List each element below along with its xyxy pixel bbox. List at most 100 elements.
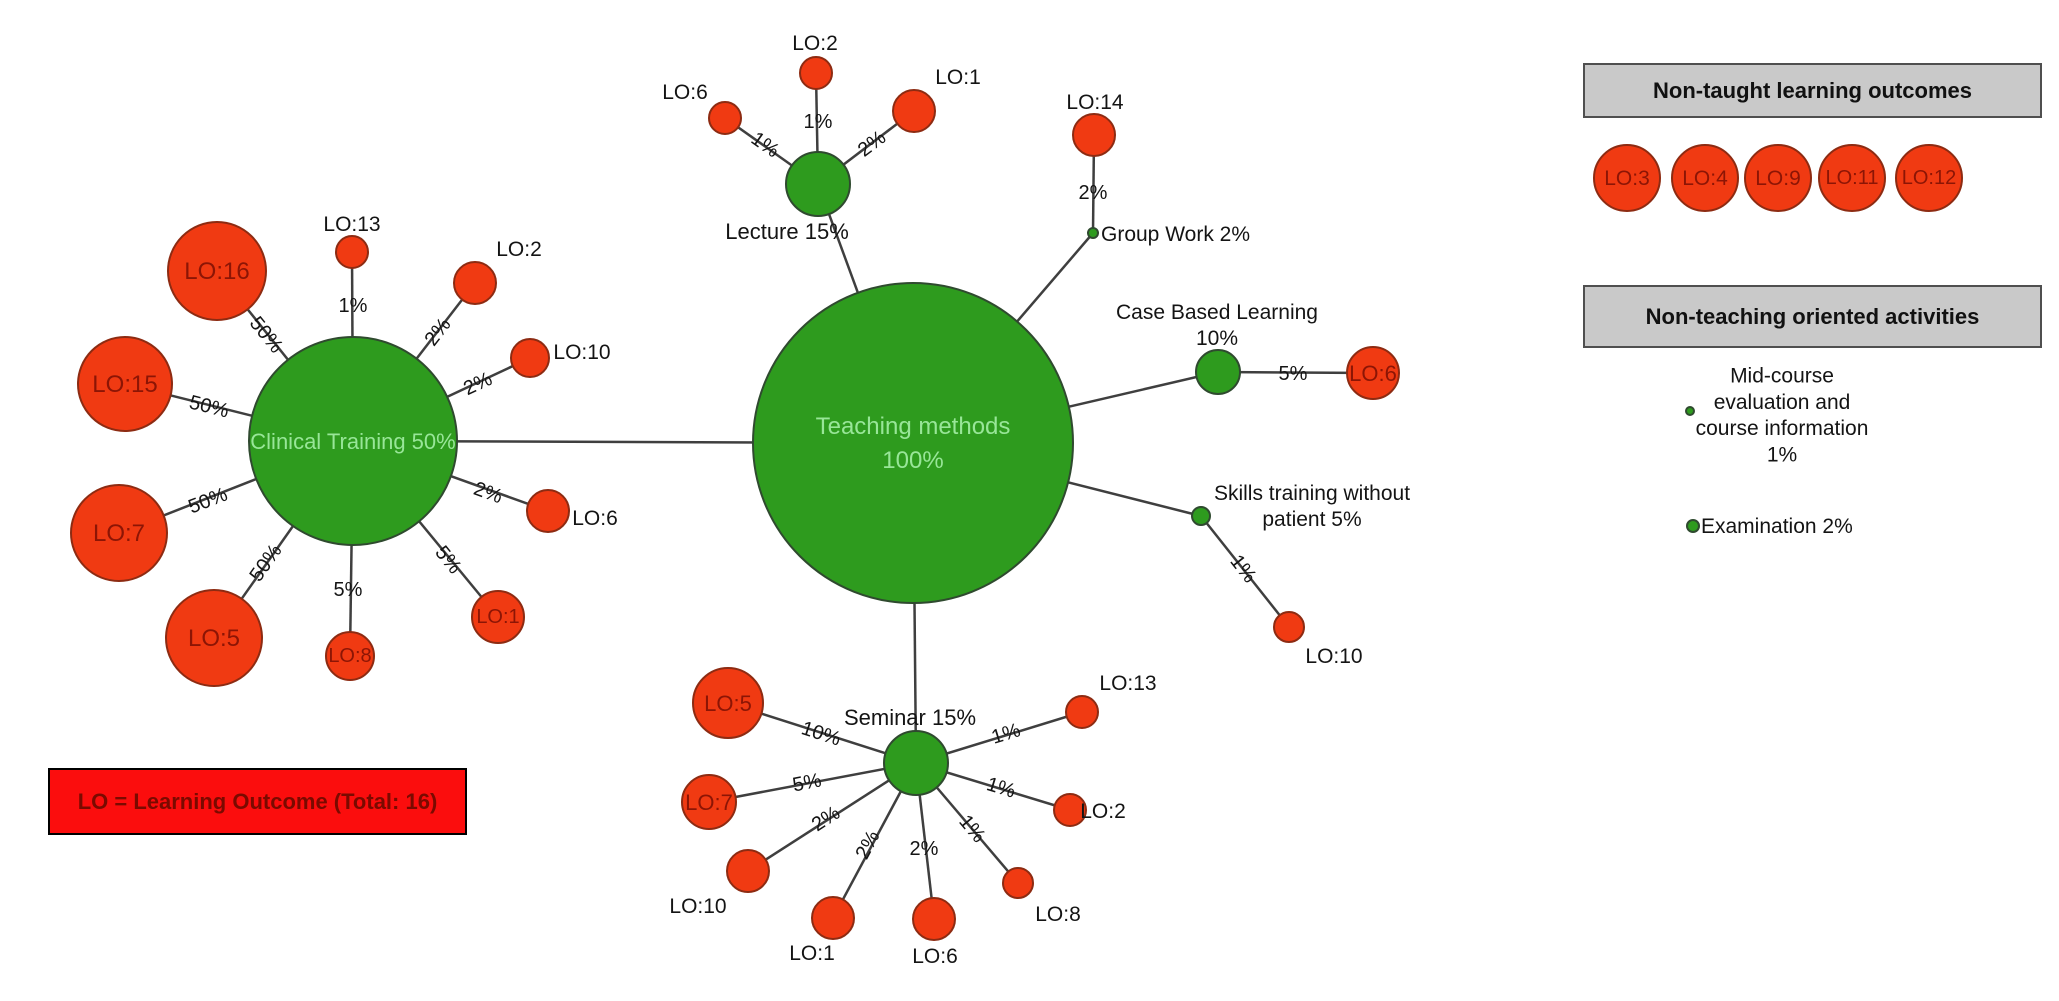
node-midcourse-label: Mid-course evaluation and course informati… bbox=[1696, 364, 1869, 466]
node-lecture-circle bbox=[785, 151, 851, 217]
non-taught-outcomes-header: Non-taught learning outcomes bbox=[1583, 63, 2042, 118]
node-midcourse-circle bbox=[1685, 406, 1695, 416]
edge-seminar-sem_lo10 bbox=[747, 761, 917, 873]
node-nt_lo3-label: LO:3 bbox=[1604, 167, 1650, 190]
node-cl_lo6-label: LO:6 bbox=[572, 507, 618, 530]
node-cl_lo8-label: LO:8 bbox=[328, 645, 371, 667]
edge-label-clinical-cl_lo15: 50% bbox=[187, 391, 231, 422]
node-cbl-circle bbox=[1195, 349, 1241, 395]
edge-label-seminar-sem_lo13: 1% bbox=[989, 719, 1023, 749]
node-clinical-label: Clinical Training 50% bbox=[250, 429, 455, 454]
node-teaching-circle bbox=[752, 282, 1074, 604]
node-cl_lo5-circle bbox=[165, 589, 263, 687]
node-sem_lo1-circle bbox=[811, 896, 855, 940]
edge-label-lecture-lec_lo2: 1% bbox=[804, 111, 833, 133]
node-sem_lo7-circle bbox=[681, 774, 737, 830]
node-exam-circle bbox=[1686, 519, 1700, 533]
node-lec_lo1-label: LO:1 bbox=[935, 66, 981, 89]
node-clinical-circle bbox=[248, 336, 458, 546]
node-sem_lo6-circle bbox=[912, 897, 956, 941]
lo-abbreviation-legend-text: LO = Learning Outcome (Total: 16) bbox=[77, 788, 438, 814]
node-cl_lo13-label: LO:13 bbox=[323, 213, 380, 236]
node-lec_lo6-label: LO:6 bbox=[662, 81, 708, 104]
lo-abbreviation-legend: LO = Learning Outcome (Total: 16) bbox=[48, 768, 467, 835]
node-skills-label: Skills training without patient 5% bbox=[1214, 481, 1410, 530]
node-cl_lo10-label: LO:10 bbox=[553, 341, 610, 364]
node-cl_lo5-label: LO:5 bbox=[188, 625, 240, 652]
node-sem_lo10-label: LO:10 bbox=[669, 895, 726, 918]
node-nt_lo9-circle bbox=[1744, 144, 1812, 212]
node-lo14-circle bbox=[1072, 113, 1116, 157]
node-nt_lo11-label: LO:11 bbox=[1826, 167, 1879, 189]
node-cl_lo16-label: LO:16 bbox=[184, 258, 249, 285]
edge-label-cbl-cbl_lo6: 5% bbox=[1279, 363, 1308, 385]
node-sk_lo10-label: LO:10 bbox=[1305, 645, 1362, 668]
node-lecture-label: Lecture 15% bbox=[725, 219, 849, 244]
node-lec_lo1-circle bbox=[892, 89, 936, 133]
node-nt_lo3-circle bbox=[1593, 144, 1661, 212]
node-cl_lo8-circle bbox=[325, 631, 375, 681]
node-teaching-label: Teaching methods 100% bbox=[816, 413, 1011, 474]
node-sem_lo2-label: LO:2 bbox=[1080, 800, 1126, 823]
node-nt_lo11-circle bbox=[1818, 144, 1886, 212]
node-cbl-label: Case Based Learning 10% bbox=[1116, 300, 1318, 349]
edge-label-seminar-sem_lo7: 5% bbox=[791, 769, 824, 796]
edge-label-skills-sk_lo10: 1% bbox=[1225, 551, 1260, 587]
node-nt_lo4-circle bbox=[1671, 144, 1739, 212]
non-teaching-activities-title: Non-teaching oriented activities bbox=[1645, 303, 1980, 329]
edge-label-clinical-cl_lo2: 2% bbox=[420, 314, 455, 350]
node-cl_lo7-circle bbox=[70, 484, 168, 582]
edge-label-clinical-cl_lo8: 5% bbox=[334, 579, 363, 601]
node-nt_lo4-label: LO:4 bbox=[1682, 167, 1728, 190]
node-sem_lo13-circle bbox=[1065, 695, 1099, 729]
edge-label-lecture-lec_lo6: 1% bbox=[747, 128, 783, 163]
node-cl_lo2-circle bbox=[453, 261, 497, 305]
edge-label-seminar-sem_lo6: 2% bbox=[910, 838, 939, 860]
node-nt_lo12-circle bbox=[1895, 144, 1963, 212]
non-teaching-activities-header: Non-teaching oriented activities bbox=[1583, 285, 2042, 348]
node-lec_lo6-circle bbox=[708, 101, 742, 135]
node-sem_lo8-circle bbox=[1002, 867, 1034, 899]
edge-label-clinical-cl_lo5: 50% bbox=[246, 540, 287, 586]
node-sem_lo10-circle bbox=[726, 849, 770, 893]
node-lo14-label: LO:14 bbox=[1066, 91, 1124, 114]
node-lec_lo2-label: LO:2 bbox=[792, 32, 838, 55]
node-sem_lo1-label: LO:1 bbox=[789, 942, 835, 965]
node-sem_lo13-label: LO:13 bbox=[1099, 672, 1156, 695]
node-cl_lo15-label: LO:15 bbox=[92, 371, 157, 398]
node-cbl_lo6-circle bbox=[1346, 346, 1400, 400]
edge-label-seminar-sem_lo2: 1% bbox=[984, 773, 1018, 803]
node-sem_lo5-circle bbox=[692, 667, 764, 739]
node-cl_lo1-label: LO:1 bbox=[476, 606, 519, 628]
node-cl_lo16-circle bbox=[167, 221, 267, 321]
edge-label-clinical-cl_lo6: 2% bbox=[471, 478, 506, 509]
node-groupwork-label: Group Work 2% bbox=[1101, 223, 1250, 246]
node-sem_lo5-label: LO:5 bbox=[704, 691, 752, 716]
non-taught-outcomes-title: Non-taught learning outcomes bbox=[1653, 77, 1972, 103]
node-nt_lo12-label: LO:12 bbox=[1902, 167, 1956, 189]
node-seminar-circle bbox=[883, 730, 949, 796]
edge-label-groupwork-lo14: 2% bbox=[1079, 182, 1108, 204]
edge-label-seminar-sem_lo10: 2% bbox=[808, 802, 844, 836]
node-cbl_lo6-label: LO:6 bbox=[1349, 361, 1397, 386]
edge-label-clinical-cl_lo13: 1% bbox=[339, 295, 368, 317]
edge-seminar-sem_lo7 bbox=[708, 761, 917, 804]
node-cl_lo15-circle bbox=[77, 336, 173, 432]
node-cl_lo6-circle bbox=[526, 489, 570, 533]
node-cl_lo1-circle bbox=[471, 590, 525, 644]
node-sem_lo7-label: LO:7 bbox=[685, 790, 733, 815]
node-skills-circle bbox=[1191, 506, 1211, 526]
node-sem_lo8-label: LO:8 bbox=[1035, 903, 1081, 926]
node-sem_lo2-circle bbox=[1053, 793, 1087, 827]
node-seminar-label: Seminar 15% bbox=[844, 705, 976, 730]
node-groupwork-circle bbox=[1087, 227, 1099, 239]
node-cl_lo7-label: LO:7 bbox=[93, 520, 145, 547]
node-cl_lo2-label: LO:2 bbox=[496, 238, 542, 261]
edge-skills-sk_lo10 bbox=[1200, 515, 1290, 628]
node-cl_lo10-circle bbox=[510, 338, 550, 378]
node-exam-label: Examination 2% bbox=[1701, 515, 1853, 538]
node-sem_lo6-label: LO:6 bbox=[912, 945, 958, 968]
node-nt_lo9-label: LO:9 bbox=[1755, 167, 1801, 190]
